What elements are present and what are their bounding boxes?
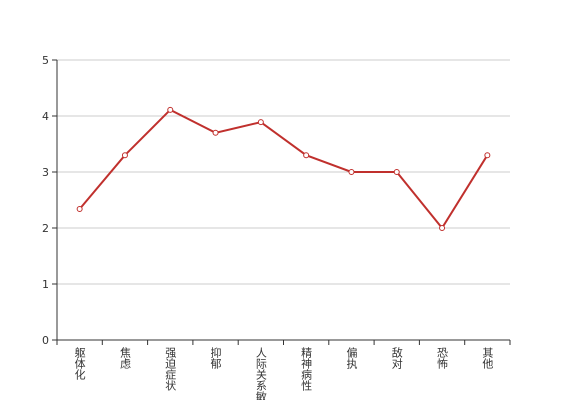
point	[303, 152, 310, 159]
point	[121, 152, 128, 159]
x-tick-label: 强迫症状	[164, 347, 177, 391]
x-tick-label: 敌对	[390, 346, 403, 369]
point	[76, 205, 83, 212]
x-tick-label: 抑郁	[209, 346, 222, 369]
y-tick-label: 0	[42, 334, 49, 347]
x-tick-label: 焦虑	[118, 347, 131, 369]
point	[212, 129, 219, 136]
y-tick-label: 2	[42, 222, 49, 235]
point	[167, 106, 174, 113]
point	[348, 169, 355, 175]
x-tick-label: 人际关系敏感	[254, 347, 267, 400]
x-tick-label: 躯体化	[73, 347, 86, 381]
y-tick-label: 4	[42, 110, 49, 123]
y-tick-label: 5	[42, 54, 49, 67]
x-tick-label: 恐怖	[436, 347, 449, 369]
x-tick-label: 其他	[481, 347, 494, 369]
point	[393, 169, 400, 175]
y-tick-label: 3	[42, 166, 49, 179]
point	[257, 119, 264, 126]
x-tick-label: 精神病性	[300, 347, 313, 392]
y-tick-label: 1	[42, 278, 49, 291]
point	[439, 225, 446, 231]
point	[484, 152, 491, 159]
x-tick-label: 偏执	[345, 346, 358, 370]
line	[78, 108, 489, 230]
